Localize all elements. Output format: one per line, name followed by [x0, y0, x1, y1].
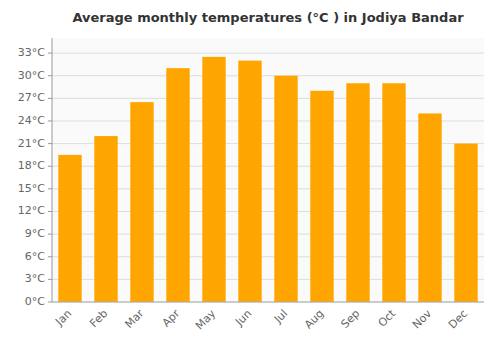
x-tick-label: Oct: [376, 307, 399, 330]
x-tick-label: Apr: [160, 307, 183, 330]
bar: [346, 83, 369, 302]
y-tick: [48, 211, 52, 212]
x-axis-line: [52, 302, 484, 303]
bar: [202, 57, 225, 302]
x-tick-label: Jan: [52, 307, 74, 329]
y-tick: [48, 75, 52, 76]
x-tick-label: Jul: [271, 307, 290, 326]
bar: [418, 113, 441, 302]
grid-line: [52, 302, 484, 303]
y-tick: [48, 143, 52, 144]
y-tick-label: 30°C: [18, 69, 45, 82]
y-tick: [48, 53, 52, 54]
bar: [166, 68, 189, 302]
bar: [310, 91, 333, 302]
x-tick-label: Feb: [87, 307, 110, 330]
x-tick-label: May: [193, 307, 219, 333]
grid-line: [52, 98, 484, 99]
grid-line: [52, 75, 484, 76]
bars: [58, 57, 477, 302]
chart-svg: 0°C 3°C 6°C 9°C 12°C 15°C 18°C 21°C 24°C 27°C 30°C…: [0, 0, 500, 350]
y-tick: [48, 234, 52, 235]
x-tick-label: Jun: [232, 307, 254, 329]
chart-container: 0°C 3°C 6°C 9°C 12°C 15°C 18°C 21°C 24°C 27°C 30°C…: [0, 0, 500, 350]
y-tick-label: 21°C: [18, 137, 45, 150]
y-axis: 0°C 3°C 6°C 9°C 12°C 15°C 18°C 21°C 24°C 27°C 30°C…: [18, 38, 52, 308]
x-tick-label: Aug: [302, 307, 326, 331]
y-tick: [48, 256, 52, 257]
y-tick-label: 9°C: [25, 227, 45, 240]
y-tick-label: 27°C: [18, 91, 45, 104]
x-tick-label: Mar: [122, 307, 146, 331]
y-tick-label: 18°C: [18, 159, 45, 172]
y-tick: [48, 98, 52, 99]
grid-line: [52, 53, 484, 54]
y-tick: [48, 166, 52, 167]
x-tick-label: Dec: [446, 307, 470, 331]
bar: [382, 83, 405, 302]
bar: [454, 144, 477, 302]
y-tick: [48, 302, 52, 303]
bar: [130, 102, 153, 302]
y-tick: [48, 279, 52, 280]
bar: [238, 61, 261, 302]
x-tick-label: Sep: [338, 307, 362, 331]
y-tick-label: 6°C: [25, 250, 45, 263]
title: Average monthly temperatures (°C ) in Jo…: [72, 10, 464, 25]
y-tick: [48, 120, 52, 121]
x-axis: Jan Feb Mar Apr May Jun Jul Aug Sep Oct Nov Dec: [52, 302, 484, 332]
grid: [52, 53, 484, 302]
x-tick-label: Nov: [410, 307, 435, 332]
plot-background: [52, 38, 484, 302]
y-tick-label: 0°C: [25, 295, 45, 308]
y-tick-label: 3°C: [25, 272, 45, 285]
bar: [274, 76, 297, 302]
y-tick-label: 33°C: [18, 46, 45, 59]
y-tick-label: 12°C: [18, 204, 45, 217]
bar: [58, 155, 81, 302]
y-axis-line: [52, 38, 53, 302]
y-tick: [48, 188, 52, 189]
bar: [94, 136, 117, 302]
y-tick-label: 24°C: [18, 114, 45, 127]
y-tick-label: 15°C: [18, 182, 45, 195]
